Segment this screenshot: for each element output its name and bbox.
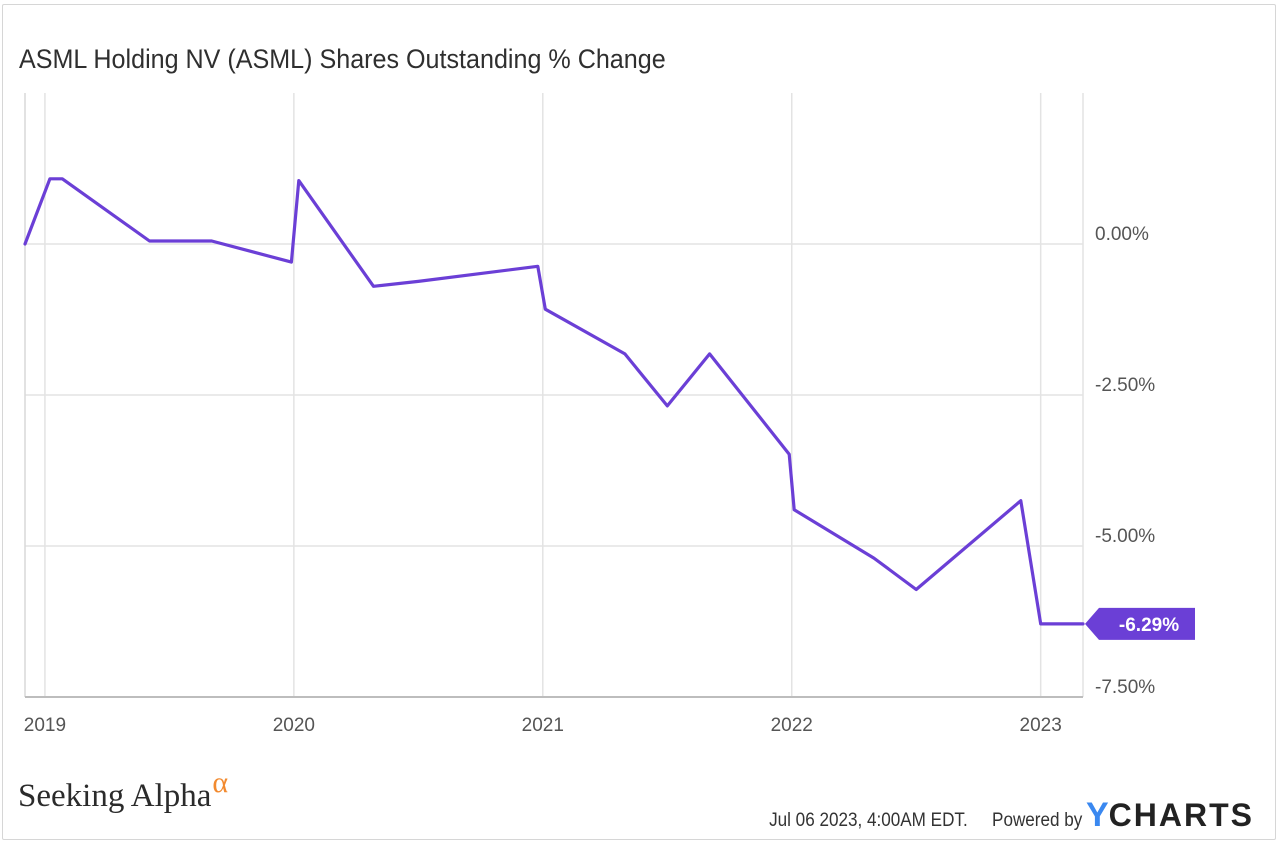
brand-name: Seeking Alpha: [18, 778, 212, 814]
tick-labels: 2019 2020 2021 2022 2023 0.00% -2.50% -5.00% -7.…: [24, 224, 1156, 736]
last-value-label: -6.29%: [1085, 607, 1195, 640]
chart-frame: [2, 4, 1276, 840]
y-tick-label: -2.50%: [1095, 375, 1155, 396]
x-tick-label: 2020: [273, 715, 315, 736]
x-tick-label: 2023: [1020, 715, 1062, 736]
powered-by-text: Powered by: [991, 810, 1082, 831]
series-group: [23, 177, 1085, 626]
x-tick-label: 2021: [522, 715, 564, 736]
alpha-icon: α: [212, 766, 229, 799]
y-tick-label: -7.50%: [1095, 677, 1155, 698]
y-tick-label: -5.00%: [1095, 526, 1155, 547]
timestamp: Jul 06 2023, 4:00AM EDT.: [768, 810, 968, 831]
axes: [24, 93, 1084, 698]
series-line: [23, 177, 1085, 626]
seeking-alpha-logo: Seeking Alphaα: [18, 766, 228, 815]
x-tick-label: 2022: [771, 715, 813, 736]
y-tick-label: 0.00%: [1095, 224, 1149, 245]
chart-title: ASML Holding NV (ASML) Shares Outstandin…: [19, 44, 666, 74]
last-value-flag: [1085, 607, 1195, 640]
chart-footer: Jul 06 2023, 4:00AM EDT. Powered by Y CHA…: [747, 796, 1254, 835]
ycharts-logo[interactable]: Y CHARTS: [1086, 796, 1254, 835]
grid: [25, 93, 1083, 697]
ycharts-wordmark: CHARTS: [1108, 797, 1254, 833]
ycharts-y-mark: Y: [1085, 796, 1109, 834]
x-tick-label: 2019: [24, 715, 66, 736]
last-value-text: -6.29%: [1119, 615, 1179, 636]
